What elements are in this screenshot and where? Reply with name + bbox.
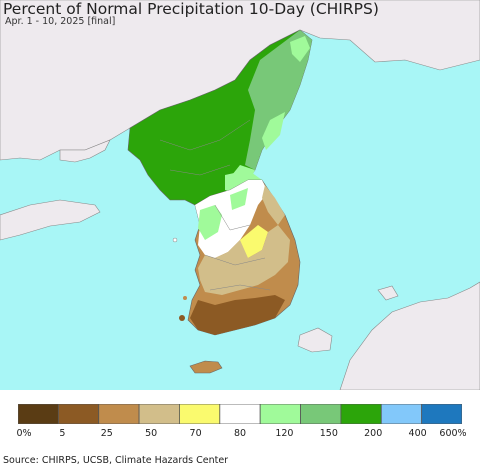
south-korea-tan-east [262, 185, 285, 225]
legend-swatch [98, 404, 140, 424]
legend-swatch [57, 404, 100, 424]
south-korea-tan [198, 225, 290, 295]
legend-label: 70 [189, 428, 202, 439]
precipitation-map [0, 0, 480, 390]
legend-label: 400 [408, 428, 427, 439]
south-korea-north [195, 180, 268, 258]
shandong-peninsula [0, 199, 101, 241]
legend-label: 5 [59, 428, 66, 439]
legend-label: 50 [145, 428, 158, 439]
legend-label: 80 [233, 428, 247, 439]
north-korea-moderate [245, 30, 312, 170]
legend-swatch [259, 404, 301, 424]
legend-label: 150 [319, 428, 338, 439]
legend-label: 0% [16, 428, 32, 439]
legend-label: 200 [364, 428, 383, 439]
legend-swatch [18, 404, 59, 424]
map-subtitle: Apr. 1 - 10, 2025 [final] [5, 16, 116, 27]
legend-swatch [138, 404, 180, 424]
south-korea-green [230, 188, 248, 210]
legend-label: 120 [275, 428, 294, 439]
source-credit: Source: CHIRPS, UCSB, Climate Hazards Ce… [3, 455, 229, 466]
legend-swatch [340, 404, 382, 424]
north-korea-light [290, 36, 310, 62]
japan-island [377, 285, 399, 301]
legend-swatch [219, 404, 261, 424]
province-boundaries [159, 119, 271, 291]
legend-swatch [380, 404, 423, 424]
north-korea-light [262, 112, 285, 150]
island [179, 315, 185, 321]
south-korea-dark [190, 295, 285, 335]
legend-label: 25 [100, 428, 113, 439]
legend-swatch [179, 404, 221, 424]
island [183, 296, 187, 300]
japan-island [297, 327, 333, 353]
legend-swatch [421, 404, 462, 424]
island [172, 237, 178, 243]
map-title: Percent of Normal Precipitation 10-Day (… [3, 0, 379, 18]
legend-label: 600% [439, 428, 467, 439]
south-korea-green [198, 205, 222, 240]
liaodong-peninsula [59, 139, 111, 163]
jeju-island [189, 360, 223, 374]
legend-labels: 0% 5 25 50 70 80 120 150 200 400 600% [0, 428, 480, 442]
japan [339, 281, 480, 390]
legend-swatch [300, 404, 342, 424]
legend-colorbar [18, 404, 462, 424]
